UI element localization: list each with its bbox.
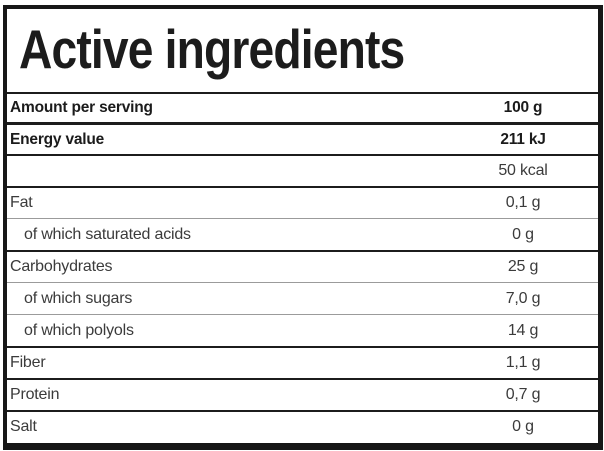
nutrition-row-protein: Protein 0,7 g: [7, 378, 598, 410]
nutrition-label-panel: Active ingredients Amount per serving 10…: [3, 5, 603, 450]
table-header-row: Amount per serving 100 g: [7, 92, 598, 122]
nutrition-row-energy-kcal: 50 kcal: [7, 154, 598, 186]
row-value: 0,7 g: [505, 386, 541, 403]
nutrition-row-saturated-acids: of which saturated acids 0 g: [7, 218, 598, 250]
row-value: 0,1 g: [505, 194, 541, 211]
nutrition-row-carbohydrates: Carbohydrates 25 g: [7, 250, 598, 282]
row-label: of which sugars: [24, 289, 133, 307]
row-value: 7,0 g: [505, 289, 541, 307]
header-value: 100 g: [503, 99, 543, 116]
row-label: of which polyols: [24, 321, 134, 339]
title-area: Active ingredients: [7, 9, 598, 92]
row-label: Energy value: [10, 130, 105, 148]
row-value: 211 kJ: [500, 130, 546, 148]
row-value: 14 g: [507, 321, 539, 339]
nutrition-row-fiber: Fiber 1,1 g: [7, 346, 598, 378]
row-value: 0 g: [512, 418, 534, 435]
page-title: Active ingredients: [19, 18, 405, 80]
nutrition-row-energy-kj: Energy value 211 kJ: [7, 122, 598, 154]
row-label: Carbohydrates: [10, 258, 113, 275]
row-label: Fiber: [10, 354, 46, 371]
row-label: Protein: [10, 386, 60, 403]
nutrition-row-fat: Fat 0,1 g: [7, 186, 598, 218]
row-value: 0 g: [512, 225, 534, 243]
nutrition-row-sugars: of which sugars 7,0 g: [7, 282, 598, 314]
nutrition-row-salt: Salt 0 g: [7, 410, 598, 442]
nutrition-row-polyols: of which polyols 14 g: [7, 314, 598, 346]
row-value: 1,1 g: [505, 354, 541, 371]
row-label: Fat: [10, 194, 33, 211]
row-label: of which saturated acids: [24, 225, 191, 243]
row-value: 50 kcal: [498, 162, 548, 179]
header-label: Amount per serving: [10, 99, 153, 116]
row-label: Salt: [10, 418, 37, 435]
row-value: 25 g: [507, 258, 539, 275]
